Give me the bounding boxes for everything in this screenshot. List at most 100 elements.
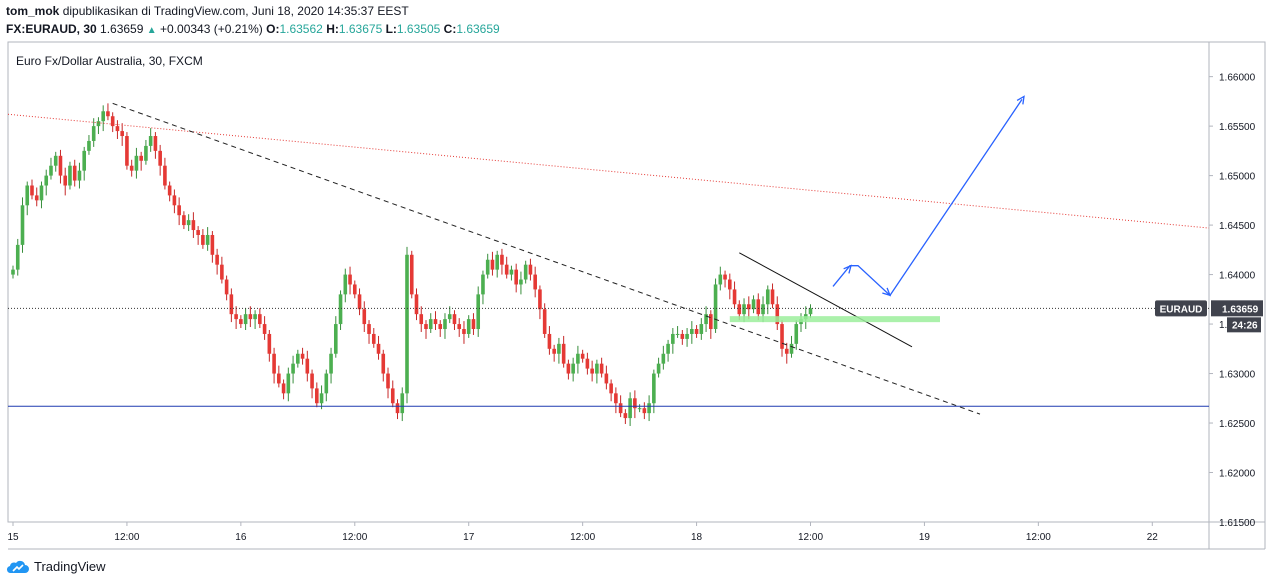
x-tick-label: 12:00 bbox=[798, 532, 823, 543]
y-tick-label: 1.64000 bbox=[1219, 271, 1256, 282]
candle-body bbox=[500, 254, 504, 265]
candle-body bbox=[571, 363, 575, 374]
candle-body bbox=[704, 314, 708, 325]
candle-body bbox=[718, 274, 723, 285]
candle-body bbox=[628, 398, 632, 419]
countdown-label: 24:26 bbox=[1232, 320, 1258, 331]
candle-body bbox=[585, 358, 590, 369]
candle-body bbox=[742, 304, 746, 315]
candle-body bbox=[367, 324, 371, 334]
candle-body bbox=[224, 279, 229, 295]
candle-body bbox=[656, 363, 661, 374]
candle-body bbox=[139, 155, 143, 161]
candle-body bbox=[281, 383, 286, 394]
candle-body bbox=[239, 319, 243, 325]
candle-body bbox=[590, 368, 594, 374]
candle-body bbox=[580, 353, 585, 359]
candle-body bbox=[519, 279, 523, 285]
candle-body bbox=[258, 314, 262, 325]
candle-body bbox=[125, 136, 129, 166]
candle-body bbox=[490, 259, 495, 270]
close-value: 1.63659 bbox=[456, 22, 500, 36]
candle-body bbox=[39, 185, 44, 201]
candle-body bbox=[780, 324, 784, 349]
candle-body bbox=[115, 126, 120, 132]
candle-body bbox=[205, 234, 210, 245]
candle-body bbox=[661, 353, 666, 364]
candle-body bbox=[566, 363, 571, 374]
candle-body bbox=[462, 329, 466, 334]
y-tick-label: 1.66000 bbox=[1219, 73, 1256, 84]
candle-body bbox=[91, 126, 96, 141]
candle-body bbox=[723, 274, 727, 280]
tradingview-logo[interactable]: TradingView bbox=[6, 559, 106, 574]
chart-title: Euro Fx/Dollar Australia, 30, FXCM bbox=[16, 54, 203, 68]
candle-body bbox=[756, 299, 761, 315]
candle-body bbox=[333, 324, 338, 354]
candle-body bbox=[609, 383, 613, 394]
candle-body bbox=[215, 254, 219, 265]
y-tick-label: 1.63000 bbox=[1219, 370, 1256, 381]
candle-body bbox=[120, 131, 124, 137]
publish-info: tom_mok dipublikasikan di TradingView.co… bbox=[6, 4, 409, 18]
ohlc-line: FX:EURAUD, 30 1.63659 ▲ +0.00343 (+0.21%… bbox=[6, 22, 500, 36]
candle-body bbox=[277, 373, 281, 384]
author-name[interactable]: tom_mok bbox=[6, 4, 60, 18]
change-value: +0.00343 (+0.21%) bbox=[160, 22, 263, 36]
candle-body bbox=[557, 343, 561, 354]
candle-body bbox=[82, 150, 87, 171]
candle-body bbox=[25, 185, 30, 206]
candle-body bbox=[163, 165, 167, 186]
candle-body bbox=[248, 314, 253, 320]
arrow-head-icon bbox=[843, 264, 852, 274]
candle-body bbox=[599, 363, 604, 374]
candle-body bbox=[495, 254, 500, 270]
candle-body bbox=[614, 393, 618, 404]
candle-body bbox=[44, 175, 49, 186]
open-value: 1.63562 bbox=[279, 22, 323, 36]
y-tick-label: 1.65500 bbox=[1219, 122, 1256, 133]
candle-body bbox=[338, 294, 343, 325]
candle-body bbox=[286, 373, 291, 394]
candle-body bbox=[542, 309, 547, 334]
candle-body bbox=[666, 343, 670, 354]
candle-body bbox=[272, 353, 276, 374]
candle-body bbox=[405, 254, 409, 394]
x-tick-label: 12:00 bbox=[570, 532, 595, 543]
candle-body bbox=[34, 195, 39, 201]
candle-body bbox=[737, 304, 742, 315]
arrow-head-icon bbox=[1016, 95, 1025, 105]
candle-body bbox=[134, 155, 139, 171]
candle-body bbox=[253, 314, 257, 320]
candle-body bbox=[671, 333, 675, 344]
last-price: 1.63659 bbox=[100, 22, 144, 36]
y-tick-label: 1.62500 bbox=[1219, 419, 1256, 430]
symbol-label: FX:EURAUD, 30 bbox=[6, 22, 97, 36]
candle-body bbox=[414, 294, 419, 315]
candle-body bbox=[201, 234, 205, 245]
chart-frame bbox=[7, 41, 1266, 523]
candle-body bbox=[72, 165, 77, 181]
projection-path bbox=[832, 99, 1023, 297]
candle-body bbox=[633, 398, 637, 409]
candle-body bbox=[148, 136, 153, 146]
candle-body bbox=[110, 116, 115, 127]
candle-body bbox=[443, 319, 447, 330]
candle-body bbox=[623, 413, 628, 419]
y-tick-label: 1.65000 bbox=[1219, 172, 1256, 183]
candle-body bbox=[262, 324, 267, 334]
candle-body bbox=[324, 373, 329, 394]
candle-body bbox=[576, 353, 580, 364]
candle-body bbox=[485, 259, 490, 275]
breakout-zone bbox=[729, 316, 940, 323]
candle-body bbox=[144, 145, 148, 161]
tradingview-cloud-icon bbox=[6, 560, 30, 573]
candle-body bbox=[153, 136, 158, 151]
x-tick-label: 19 bbox=[919, 532, 931, 543]
candle-body bbox=[699, 324, 704, 334]
x-tick-label: 16 bbox=[235, 532, 247, 543]
triangle-trendline bbox=[739, 252, 913, 348]
candle-body bbox=[727, 279, 732, 290]
candle-body bbox=[770, 289, 775, 305]
